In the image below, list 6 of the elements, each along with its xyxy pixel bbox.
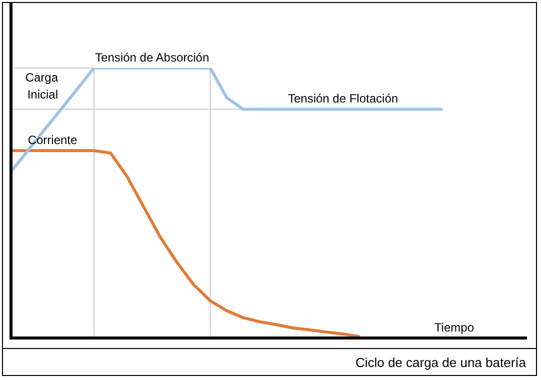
text: Ciclo de carga de una batería [355,355,526,370]
series-label: Tensión de Flotación [288,92,398,106]
series-label: Carga Inicial [25,70,58,102]
series-label: Tensión de Absorción [95,50,210,64]
series-label: Corriente [28,132,78,147]
x-axis-title: Tiempo [434,320,474,334]
